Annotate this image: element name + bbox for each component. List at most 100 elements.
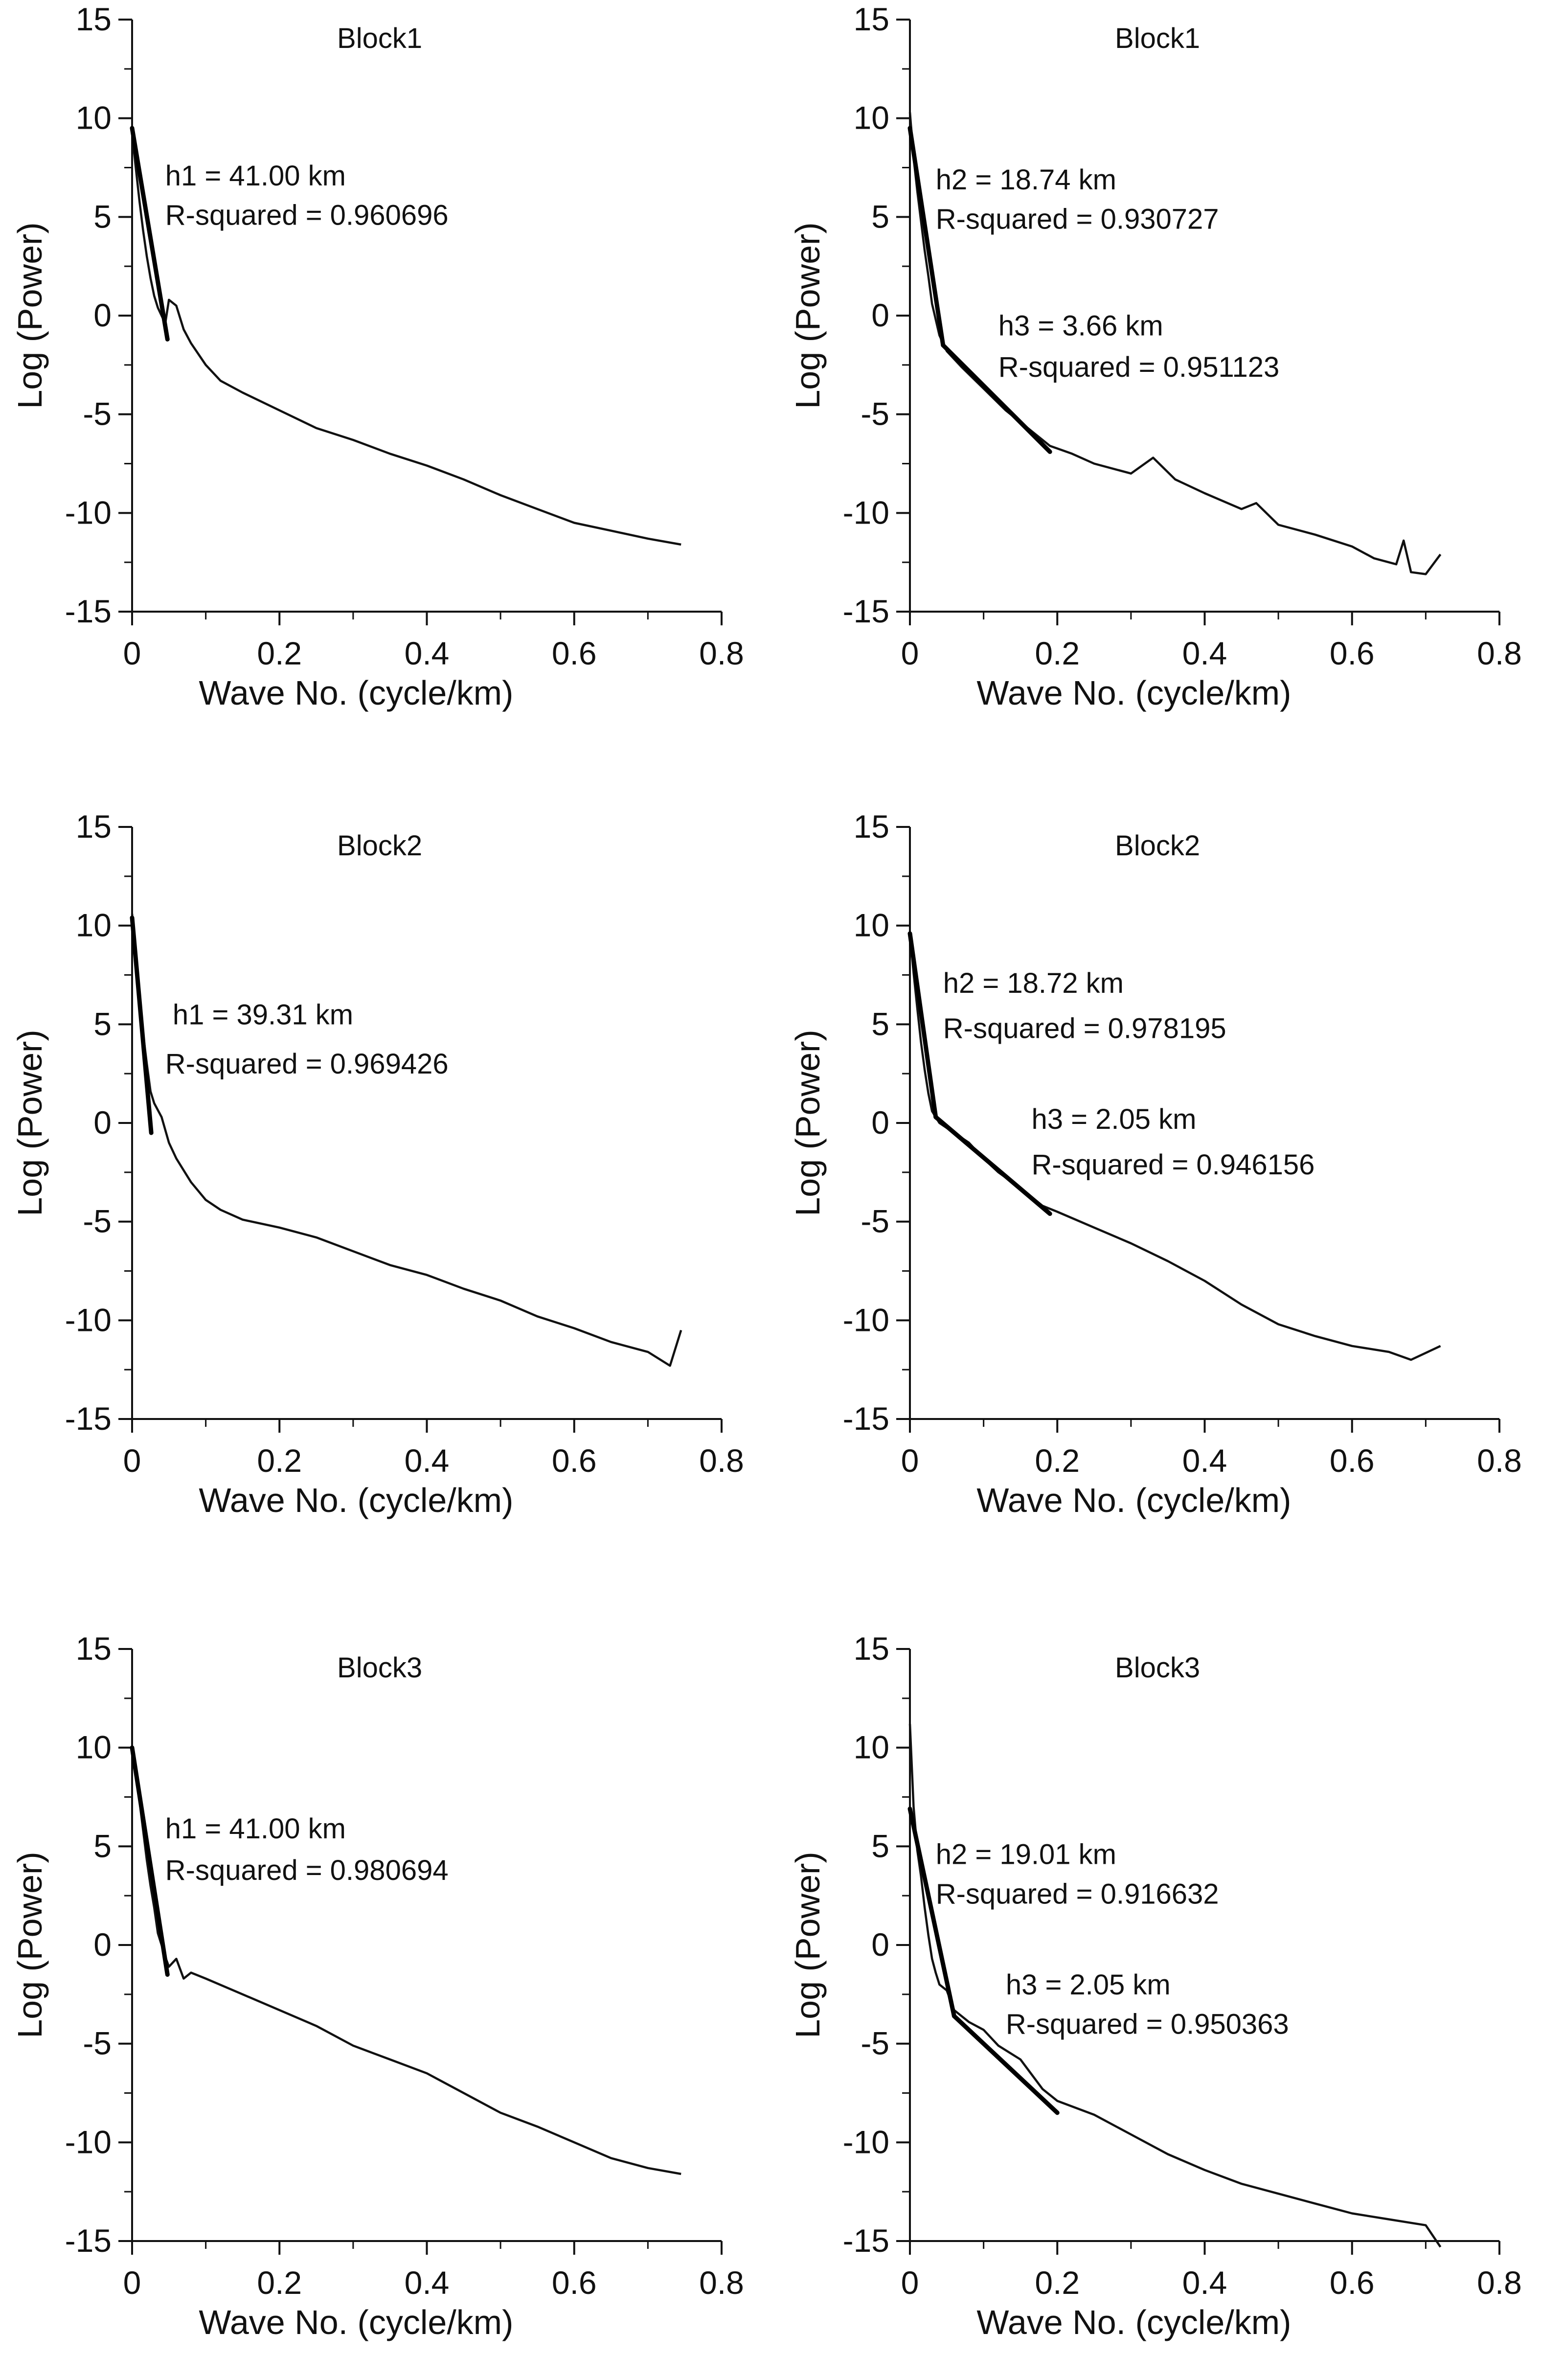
y-tick-label: -15 bbox=[843, 2222, 889, 2259]
y-tick-label: 15 bbox=[854, 808, 889, 845]
x-axis-label: Wave No. (cycle/km) bbox=[199, 2303, 513, 2341]
x-tick-label: 0.4 bbox=[1182, 2265, 1227, 2301]
x-tick-label: 0.2 bbox=[257, 1442, 302, 1479]
x-tick-label: 0.4 bbox=[405, 635, 450, 671]
chart-title: Block1 bbox=[337, 23, 422, 54]
x-tick-label: 0.2 bbox=[257, 2265, 302, 2301]
annotation-label: R-squared = 0.978195 bbox=[943, 1013, 1226, 1045]
x-tick-label: 0 bbox=[901, 1442, 919, 1479]
y-tick-label: 15 bbox=[76, 808, 112, 845]
fit-line-h1 bbox=[130, 1745, 170, 1977]
y-tick-label: -5 bbox=[861, 1203, 889, 1239]
x-tick-label: 0 bbox=[123, 1442, 141, 1479]
spectrum-line bbox=[131, 914, 682, 1367]
fit-line-h2 bbox=[907, 1807, 956, 2018]
chart-title: Block2 bbox=[337, 830, 422, 862]
y-tick-label: -15 bbox=[65, 593, 112, 629]
x-tick-label: 0.4 bbox=[405, 2265, 450, 2301]
y-tick-label: 15 bbox=[76, 1, 112, 37]
y-axis-label: Log (Power) bbox=[789, 1852, 827, 2038]
y-tick-label: 0 bbox=[93, 1926, 112, 1963]
annotation-label: R-squared = 0.969426 bbox=[165, 1048, 449, 1080]
y-tick-label: 10 bbox=[76, 907, 112, 943]
chart-panel-2: 15 10 5 0 -5 -10 -15 0 0.2 0.4 0.6 0.8 Wave No. (cyc… bbox=[789, 1, 1522, 712]
annotation-label: R-squared = 0.951123 bbox=[998, 351, 1280, 383]
y-tick-label: 10 bbox=[854, 1729, 889, 1765]
x-axis-label: Wave No. (cycle/km) bbox=[199, 674, 513, 712]
chart-title: Block1 bbox=[1115, 23, 1200, 54]
y-tick-label: -15 bbox=[65, 2222, 112, 2259]
y-tick-label: -5 bbox=[83, 2025, 112, 2061]
x-tick-label: 0.6 bbox=[552, 635, 597, 671]
y-tick-label: 5 bbox=[93, 1006, 112, 1042]
x-axis-label: Wave No. (cycle/km) bbox=[199, 1481, 513, 1519]
y-tick-label: 10 bbox=[76, 1729, 112, 1765]
y-tick-label: -10 bbox=[65, 2124, 112, 2160]
x-tick-label: 0.8 bbox=[1477, 635, 1522, 671]
x-tick-label: 0.6 bbox=[1330, 2265, 1375, 2301]
x-tick-label: 0.8 bbox=[1477, 2265, 1522, 2301]
annotation-label: R-squared = 0.946156 bbox=[1032, 1149, 1315, 1181]
y-tick-label: -5 bbox=[83, 396, 112, 432]
x-tick-label: 0.8 bbox=[1477, 1442, 1522, 1479]
x-tick-label: 0.8 bbox=[699, 1442, 744, 1479]
x-axis-label: Wave No. (cycle/km) bbox=[976, 674, 1291, 712]
y-tick-label: -10 bbox=[65, 1302, 112, 1338]
annotation-label: h2 = 18.72 km bbox=[943, 967, 1124, 999]
fit-line-h1 bbox=[130, 126, 170, 342]
annotation-label: R-squared = 0.980694 bbox=[165, 1854, 449, 1886]
y-axis-label: Log (Power) bbox=[789, 222, 827, 409]
spectrum-line bbox=[908, 1724, 1442, 2248]
fit-line-h3 bbox=[933, 1115, 1052, 1216]
y-tick-label: 5 bbox=[93, 1828, 112, 1864]
chart-panel-5: 15 10 5 0 -5 -10 -15 0 0.2 0.4 0.6 0.8 Wave No. (cyc… bbox=[11, 1630, 744, 2341]
spectrum-line bbox=[131, 134, 681, 546]
y-axis-label: Log (Power) bbox=[789, 1030, 827, 1216]
y-tick-label: 10 bbox=[854, 907, 889, 943]
x-tick-label: 0 bbox=[123, 2265, 141, 2301]
chart-panel-3: 15 10 5 0 -5 -10 -15 0 0.2 0.4 0.6 0.8 Wave No. (cyc… bbox=[11, 808, 744, 1519]
x-axis-label: Wave No. (cycle/km) bbox=[976, 1481, 1291, 1519]
x-tick-label: 0.6 bbox=[552, 2265, 597, 2301]
annotation-label: h1 = 41.00 km bbox=[165, 160, 346, 192]
y-tick-label: -10 bbox=[843, 2124, 889, 2160]
y-axis-label: Log (Power) bbox=[11, 1852, 49, 2038]
x-tick-label: 0.8 bbox=[699, 635, 744, 671]
y-tick-label: -15 bbox=[843, 1400, 889, 1437]
x-tick-label: 0 bbox=[901, 2265, 919, 2301]
y-tick-label: 0 bbox=[93, 297, 112, 333]
x-tick-label: 0.6 bbox=[1330, 1442, 1375, 1479]
y-tick-label: 15 bbox=[76, 1630, 112, 1667]
y-axis-label: Log (Power) bbox=[11, 1030, 49, 1216]
x-tick-label: 0.2 bbox=[1035, 2265, 1080, 2301]
y-tick-label: 0 bbox=[93, 1104, 112, 1141]
annotation-label: h1 = 39.31 km bbox=[173, 999, 353, 1030]
fit-line-h1 bbox=[130, 915, 154, 1135]
y-tick-label: -5 bbox=[83, 1203, 112, 1239]
y-tick-label: 0 bbox=[871, 1926, 889, 1963]
y-tick-label: 0 bbox=[871, 297, 889, 333]
fit-line-h3 bbox=[941, 343, 1052, 454]
x-tick-label: 0.2 bbox=[1035, 635, 1080, 671]
fit-line-h3 bbox=[952, 2014, 1060, 2115]
chart-title: Block3 bbox=[1115, 1652, 1200, 1684]
x-tick-label: 0 bbox=[123, 635, 141, 671]
y-tick-label: 5 bbox=[871, 1828, 889, 1864]
annotation-label: h3 = 2.05 km bbox=[1032, 1103, 1197, 1135]
y-tick-label: 15 bbox=[854, 1630, 889, 1667]
fit-line-h2 bbox=[907, 126, 946, 347]
y-tick-label: -5 bbox=[861, 396, 889, 432]
y-tick-label: -15 bbox=[843, 593, 889, 629]
chart-panel-6: 15 10 5 0 -5 -10 -15 0 0.2 0.4 0.6 0.8 Wave No. (cyc… bbox=[789, 1630, 1522, 2341]
x-tick-label: 0.8 bbox=[699, 2265, 744, 2301]
x-tick-label: 0.2 bbox=[1035, 1442, 1080, 1479]
y-tick-label: 5 bbox=[871, 1006, 889, 1042]
x-tick-label: 0.4 bbox=[1182, 635, 1227, 671]
annotation-label: h2 = 19.01 km bbox=[936, 1839, 1116, 1871]
y-tick-label: 15 bbox=[854, 1, 889, 37]
annotation-label: h1 = 41.00 km bbox=[165, 1813, 346, 1845]
y-tick-label: 5 bbox=[93, 198, 112, 234]
y-tick-label: -10 bbox=[65, 494, 112, 530]
y-tick-label: 10 bbox=[76, 100, 112, 136]
